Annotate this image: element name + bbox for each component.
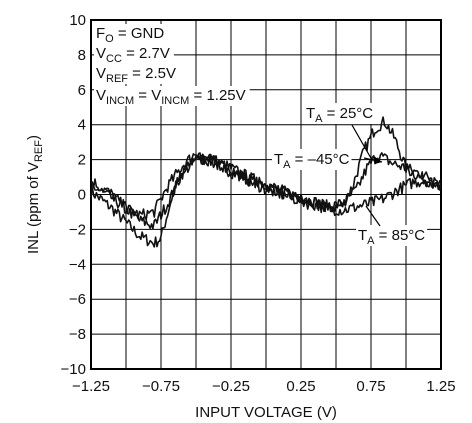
condition-line: VCC = 2.7V (96, 45, 170, 65)
series-line-1 (90, 152, 442, 230)
series-label: TA = 85°C (358, 227, 425, 247)
leader-arrowhead (374, 156, 382, 164)
leader-85c (365, 205, 381, 227)
condition-bg (94, 24, 169, 44)
series-line-2 (90, 153, 442, 221)
y-tick-label: 0 (78, 187, 86, 204)
y-tick-label: −10 (61, 361, 86, 378)
x-tick-label: −0.75 (142, 378, 180, 395)
condition-bg (94, 86, 250, 106)
series-label-bg (304, 103, 376, 124)
series-line-0 (90, 116, 442, 248)
x-tick-label: −1.25 (72, 378, 110, 395)
y-tick-label: −4 (69, 256, 86, 273)
y-axis-label: INL (ppm of VREF) (25, 135, 45, 254)
series-label: TA = 25°C (306, 105, 373, 125)
y-tick-label: 6 (78, 82, 86, 99)
y-tick-label: 8 (78, 47, 86, 64)
series-label-bg (272, 149, 352, 170)
series-layer (90, 116, 442, 248)
x-axis-label: INPUT VOLTAGE (V) (195, 404, 337, 421)
y-tick-label: 4 (78, 117, 86, 134)
series-label-bg (356, 225, 428, 246)
condition-bg (94, 64, 180, 84)
x-tick-label: 0.25 (286, 378, 315, 395)
series-label: TA = –45°C (274, 151, 350, 171)
condition-line: VREF = 2.5V (96, 65, 176, 85)
series-annotations: TA = 25°C TA = –45°C TA = 85°C (272, 103, 428, 247)
x-tick-label: −0.25 (212, 378, 250, 395)
condition-bg (94, 44, 174, 64)
y-tick-label: −6 (69, 291, 86, 308)
y-tick-label: 10 (69, 12, 86, 29)
y-tick-label: −2 (69, 221, 86, 238)
condition-line: FO = GND (96, 25, 164, 45)
x-tick-label: 0.75 (356, 378, 385, 395)
y-tick-label: −8 (69, 326, 86, 343)
x-tick-labels: −1.25 −0.75 −0.25 0.25 0.75 1.25 (72, 378, 456, 395)
y-tick-labels: −10 −8 −6 −4 −2 0 2 4 6 8 10 (61, 12, 86, 378)
condition-line: VINCM = VINCM = 1.25V (96, 87, 246, 107)
y-tick-label: 2 (78, 152, 86, 169)
leader-25c (351, 124, 373, 161)
x-tick-label: 1.25 (426, 378, 455, 395)
